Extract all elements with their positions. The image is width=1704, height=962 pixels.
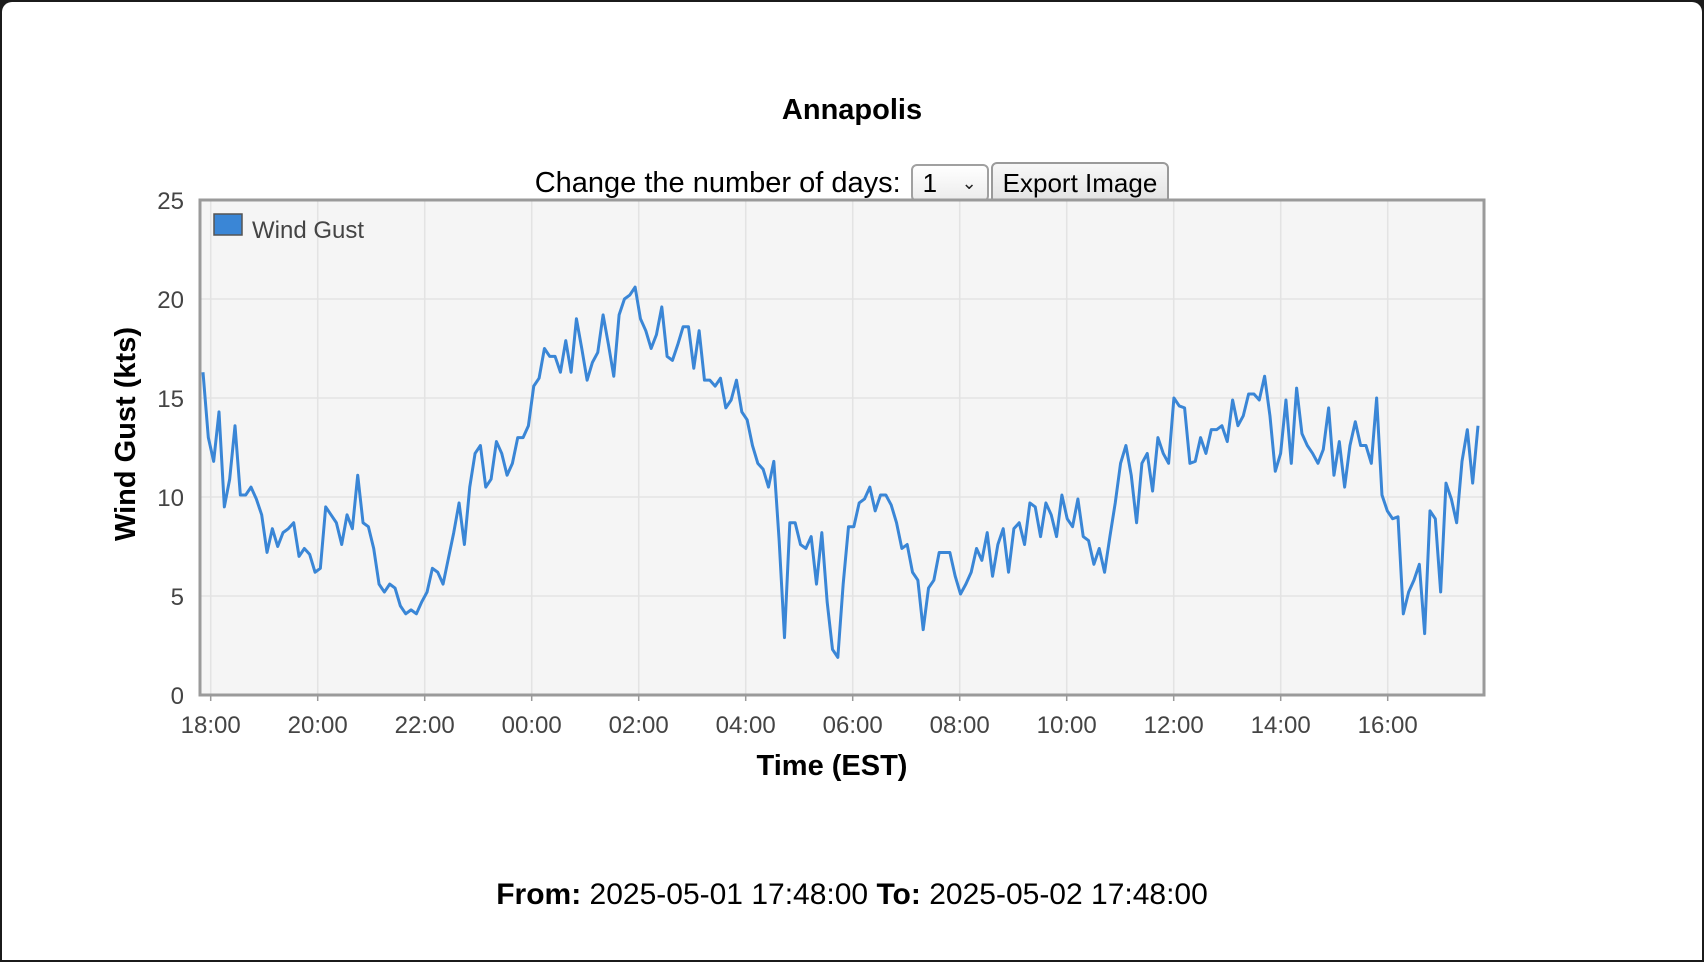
chart-title: Annapolis <box>781 94 923 126</box>
y-tick-label: 25 <box>157 188 184 215</box>
y-axis-label: Wind Gust (kts) <box>110 327 142 541</box>
x-tick-label: 14:00 <box>1251 712 1311 739</box>
y-tick-label: 20 <box>157 287 184 314</box>
y-tick-label: 0 <box>171 683 184 710</box>
legend-swatch <box>213 213 243 236</box>
days-label: Change the number of days: <box>534 166 901 199</box>
x-tick-label: 18:00 <box>181 712 241 739</box>
plot-border <box>198 198 1486 697</box>
x-tick-label: 02:00 <box>609 712 669 739</box>
legend-label: Wind Gust <box>252 217 364 244</box>
y-tick-label: 15 <box>157 386 184 413</box>
days-select-value: 1 <box>922 167 938 198</box>
to-value: 2025-05-02 17:48:00 <box>929 878 1208 911</box>
date-range: From: 2025-05-01 17:48:00 To: 2025-05-02… <box>2 878 1702 912</box>
y-axis: 0 5 10 15 20 25 <box>157 188 184 710</box>
x-tick-label: 10:00 <box>1037 712 1097 739</box>
x-tick-label: 04:00 <box>716 712 776 739</box>
x-tick-label: 20:00 <box>288 712 348 739</box>
to-label: To: <box>876 878 921 911</box>
x-tick-label: 08:00 <box>930 712 990 739</box>
from-value: 2025-05-01 17:48:00 <box>589 878 869 911</box>
x-tick-label: 00:00 <box>502 712 562 739</box>
x-tick-label: 12:00 <box>1144 712 1204 739</box>
chevron-down-icon: ⌄ <box>961 172 977 193</box>
x-axis-label: Time (EST) <box>757 750 908 782</box>
from-label: From: <box>496 878 582 911</box>
x-axis: 18:00 20:00 22:00 00:00 02:00 04:00 06:00 08:00… <box>181 695 1418 739</box>
x-tick-label: 22:00 <box>395 712 455 739</box>
series-line-wind-gust <box>201 285 1480 659</box>
x-tick-label: 16:00 <box>1358 712 1418 739</box>
y-tick-label: 5 <box>171 584 184 611</box>
x-tick-label: 06:00 <box>823 712 883 739</box>
legend: Wind Gust <box>213 213 364 244</box>
y-tick-label: 10 <box>157 485 184 512</box>
